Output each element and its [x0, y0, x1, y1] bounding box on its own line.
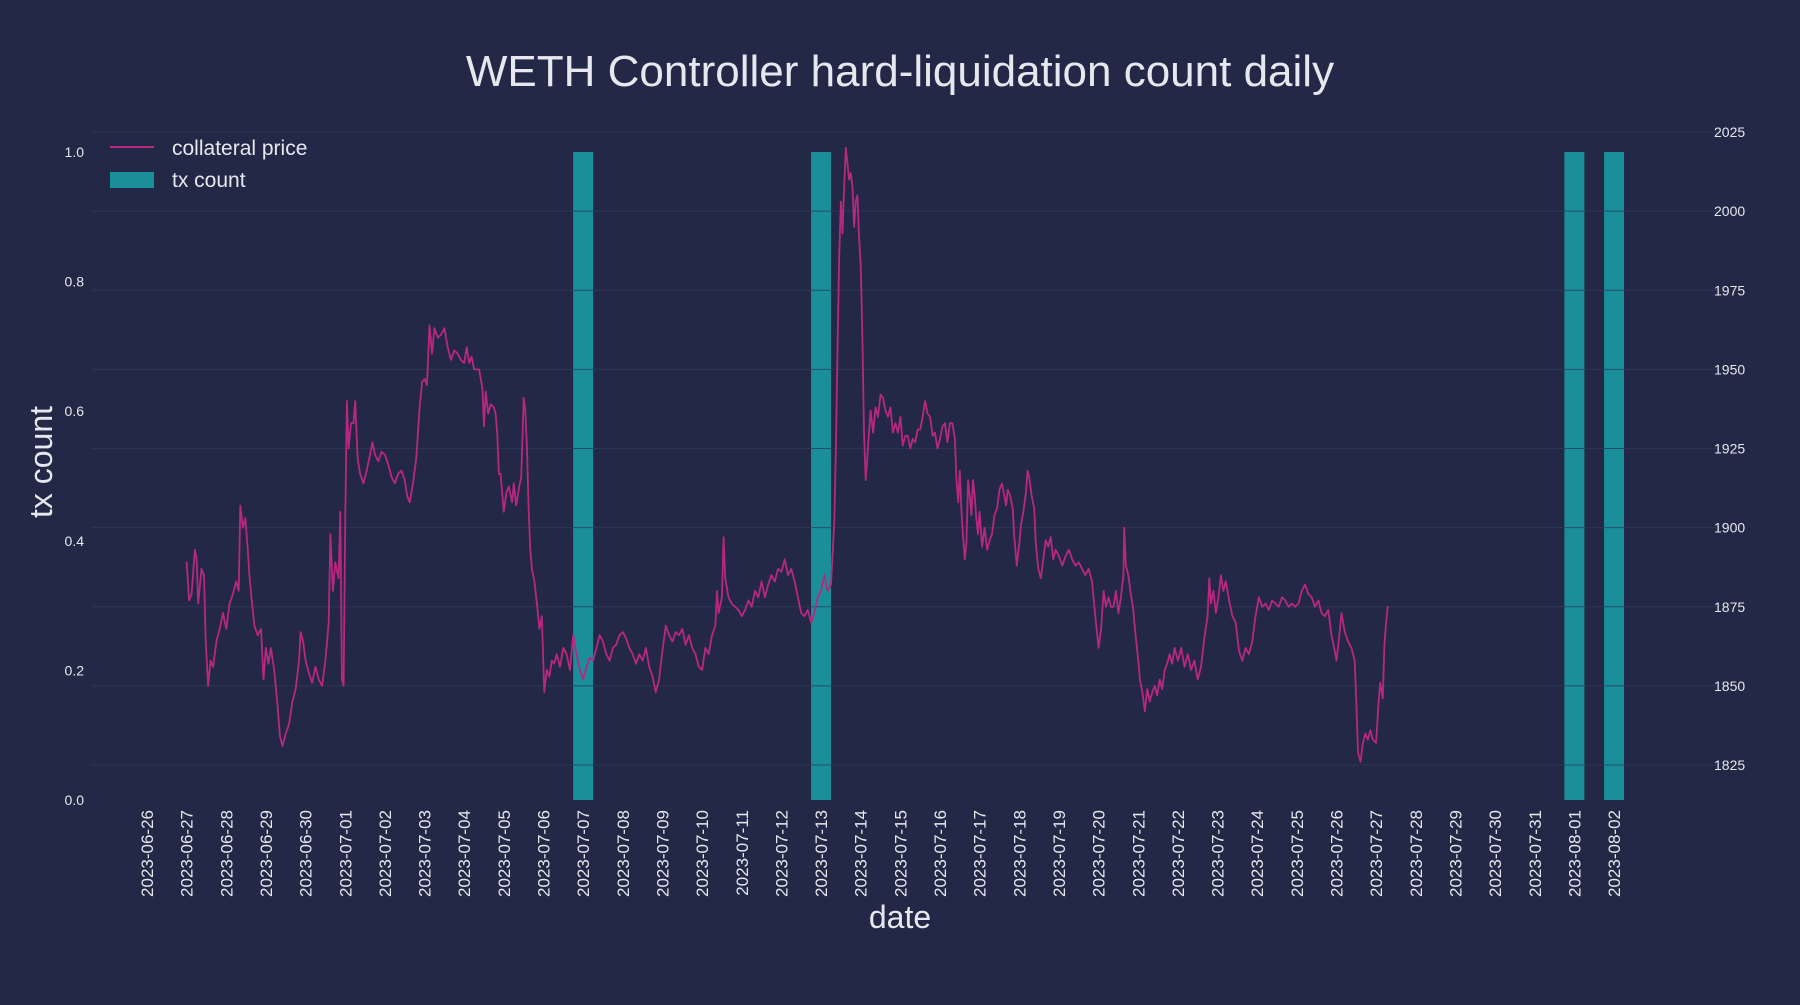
x-tick-label: 2023-07-11 — [733, 810, 752, 896]
right-y-axis: 1825 1850 1875 1900 1925 1950 1975 2000 2025 — [1714, 124, 1745, 773]
x-tick-label: 2023-07-10 — [693, 810, 712, 897]
y-tick-label: 0.0 — [65, 792, 85, 808]
x-tick-label: 2023-07-06 — [535, 810, 554, 897]
x-tick-label: 2023-07-31 — [1526, 810, 1545, 897]
x-tick-label: 2023-07-24 — [1248, 810, 1267, 897]
chart-title: WETH Controller hard-liquidation count d… — [466, 47, 1334, 96]
x-tick-label: 2023-07-07 — [574, 810, 593, 897]
y-tick-label: 0.8 — [65, 274, 85, 290]
x-tick-label: 2023-07-03 — [416, 810, 435, 897]
x-tick-label: 2023-07-27 — [1367, 810, 1386, 897]
x-tick-label: 2023-07-30 — [1486, 810, 1505, 897]
tx-count-bar — [1604, 152, 1625, 800]
y2-tick-label: 1850 — [1714, 678, 1745, 694]
x-tick-label: 2023-07-16 — [931, 810, 950, 897]
x-tick-label: 2023-07-20 — [1090, 810, 1109, 897]
x-tick-label: 2023-06-29 — [257, 810, 276, 897]
x-axis: 2023-06-26 2023-06-27 2023-06-28 2023-06-29… — [138, 810, 1624, 897]
y-tick-label: 1.0 — [65, 144, 85, 160]
x-tick-label: 2023-07-26 — [1328, 810, 1347, 897]
tx-count-bar — [1564, 152, 1585, 800]
x-tick-label: 2023-06-28 — [217, 810, 236, 897]
x-tick-label: 2023-07-02 — [376, 810, 395, 897]
x-tick-label: 2023-07-14 — [852, 810, 871, 897]
x-tick-label: 2023-07-01 — [336, 810, 355, 897]
y2-tick-label: 1925 — [1714, 441, 1745, 457]
x-tick-label: 2023-07-29 — [1446, 810, 1465, 897]
x-tick-label: 2023-07-21 — [1129, 810, 1148, 897]
tx-count-bar — [573, 152, 594, 800]
y-tick-label: 0.2 — [65, 662, 85, 678]
y2-tick-label: 1950 — [1714, 361, 1745, 377]
bar-series — [92, 131, 1718, 800]
y2-tick-label: 1975 — [1714, 282, 1745, 298]
x-tick-label: 2023-07-17 — [971, 810, 990, 897]
x-tick-label: 2023-06-27 — [178, 810, 197, 897]
y2-tick-label: 1900 — [1714, 520, 1745, 536]
x-tick-label: 2023-07-23 — [1209, 810, 1228, 897]
collateral-price-line — [185, 146, 1389, 763]
y-axis-title: tx count — [23, 406, 59, 518]
x-tick-label: 2023-07-13 — [812, 810, 831, 897]
y2-tick-label: 2000 — [1714, 203, 1745, 219]
x-tick-label: 2023-07-12 — [772, 810, 791, 897]
x-tick-label: 2023-07-19 — [1050, 810, 1069, 897]
legend: collateral price tx count — [110, 137, 307, 192]
x-tick-label: 2023-07-05 — [495, 810, 514, 897]
y2-tick-label: 1825 — [1714, 757, 1745, 773]
y-tick-label: 0.4 — [65, 533, 85, 549]
tx-count-bar — [811, 152, 832, 800]
x-tick-label: 2023-08-02 — [1605, 810, 1624, 897]
legend-label-price: collateral price — [172, 137, 307, 160]
x-tick-label: 2023-07-22 — [1169, 810, 1188, 897]
x-tick-label: 2023-06-30 — [297, 810, 316, 897]
x-tick-label: 2023-07-15 — [891, 810, 910, 897]
y2-tick-label: 1875 — [1714, 599, 1745, 615]
x-tick-label: 2023-07-28 — [1407, 810, 1426, 897]
x-tick-label: 2023-07-18 — [1010, 810, 1029, 897]
x-tick-label: 2023-07-25 — [1288, 810, 1307, 897]
x-tick-label: 2023-07-08 — [614, 810, 633, 897]
legend-bar-swatch — [110, 172, 154, 188]
x-tick-label: 2023-07-09 — [653, 810, 672, 897]
y-tick-label: 0.6 — [65, 403, 85, 419]
y2-tick-label: 2025 — [1714, 124, 1745, 140]
legend-label-count: tx count — [172, 169, 246, 192]
left-y-axis: 0.0 0.2 0.4 0.6 0.8 1.0 — [65, 144, 85, 808]
x-tick-label: 2023-08-01 — [1565, 810, 1584, 897]
x-tick-label: 2023-06-26 — [138, 810, 157, 897]
x-axis-title: date — [869, 899, 931, 935]
line-series — [185, 146, 1389, 763]
x-tick-label: 2023-07-04 — [455, 810, 474, 897]
